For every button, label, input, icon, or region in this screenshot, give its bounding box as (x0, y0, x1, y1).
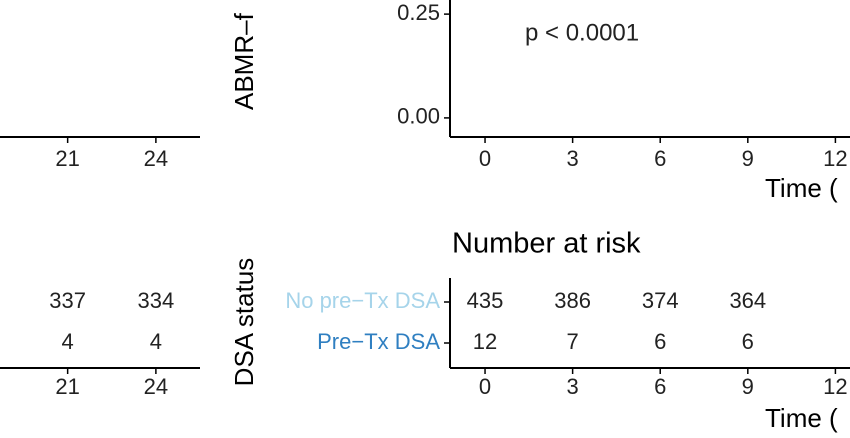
y-axis-label: ABMR–f (229, 12, 259, 110)
risk-count: 337 (49, 288, 86, 313)
table-title: Number at risk (452, 228, 641, 260)
risk-count: 4 (150, 329, 162, 354)
x-tick-label: 24 (144, 374, 168, 399)
x-axis-label: Time ( (765, 173, 838, 203)
y-tick-label: 0.25 (397, 0, 440, 25)
x-tick-label: 3 (567, 374, 579, 399)
x-tick-label: 12 (823, 374, 847, 399)
risk-count: 6 (654, 329, 666, 354)
x-tick-label: 12 (823, 146, 847, 171)
x-tick-label: 0 (479, 374, 491, 399)
risk-count: 334 (138, 288, 175, 313)
x-tick-label: 9 (742, 374, 754, 399)
x-tick-label: 6 (654, 146, 666, 171)
risk-count: 7 (567, 329, 579, 354)
risk-count: 12 (473, 329, 497, 354)
risk-count: 364 (729, 288, 766, 313)
x-tick-label: 3 (567, 146, 579, 171)
x-tick-label: 9 (742, 146, 754, 171)
x-tick-label: 21 (55, 374, 79, 399)
risk-count: 374 (642, 288, 679, 313)
x-tick-label: 6 (654, 374, 666, 399)
risk-count: 4 (62, 329, 74, 354)
table-y-label: DSA status (229, 258, 259, 387)
y-tick-label: 0.00 (397, 104, 440, 129)
annotation: p < 0.0001 (525, 19, 639, 46)
x-tick-label: 21 (55, 146, 79, 171)
x-tick-label: 0 (479, 146, 491, 171)
risk-count: 386 (554, 288, 591, 313)
x-tick-label: 24 (144, 146, 168, 171)
table-x-label: Time ( (765, 403, 838, 433)
row-label: No pre−Tx DSA (285, 288, 440, 313)
risk-count: 6 (742, 329, 754, 354)
row-label: Pre−Tx DSA (317, 329, 440, 354)
risk-count: 435 (467, 288, 504, 313)
